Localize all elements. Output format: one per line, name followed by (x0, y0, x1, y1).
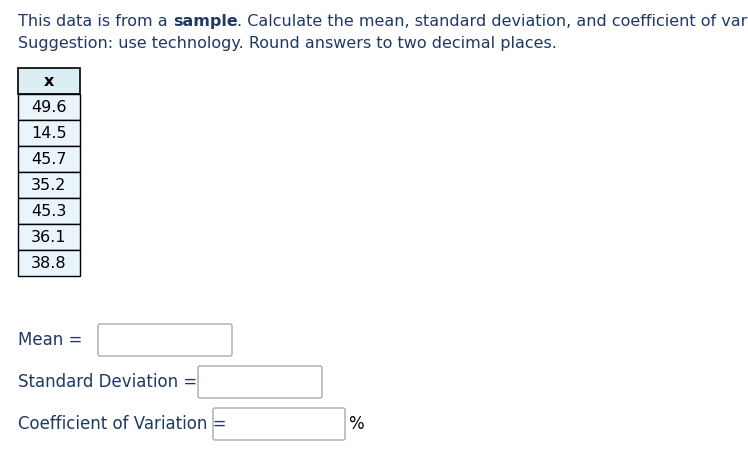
Text: Suggestion: use technology. Round answers to two decimal places.: Suggestion: use technology. Round answer… (18, 36, 557, 51)
Text: 49.6: 49.6 (31, 100, 67, 115)
Bar (18, 146, 80, 172)
Bar (18, 198, 80, 224)
Text: 45.7: 45.7 (31, 152, 67, 167)
Text: . Calculate the mean, standard deviation, and coefficient of variation.: . Calculate the mean, standard deviation… (238, 14, 748, 29)
Bar (18, 120, 80, 146)
Text: %: % (348, 415, 364, 433)
Text: 36.1: 36.1 (31, 229, 67, 244)
Text: This data is from a: This data is from a (18, 14, 173, 29)
Bar (18, 172, 80, 198)
FancyBboxPatch shape (98, 324, 232, 356)
Text: Standard Deviation =: Standard Deviation = (18, 373, 203, 391)
Text: x: x (44, 74, 54, 89)
Text: 38.8: 38.8 (31, 256, 67, 271)
Text: sample: sample (173, 14, 238, 29)
Text: Coefficient of Variation =: Coefficient of Variation = (18, 415, 232, 433)
Bar (18, 224, 80, 250)
Bar (18, 250, 80, 276)
Text: 35.2: 35.2 (31, 177, 67, 192)
Text: 45.3: 45.3 (31, 203, 67, 218)
FancyBboxPatch shape (198, 366, 322, 398)
FancyBboxPatch shape (213, 408, 345, 440)
Text: 14.5: 14.5 (31, 126, 67, 141)
Text: Mean =: Mean = (18, 331, 88, 349)
Bar (18, 94, 80, 120)
Bar (18, 68, 80, 94)
